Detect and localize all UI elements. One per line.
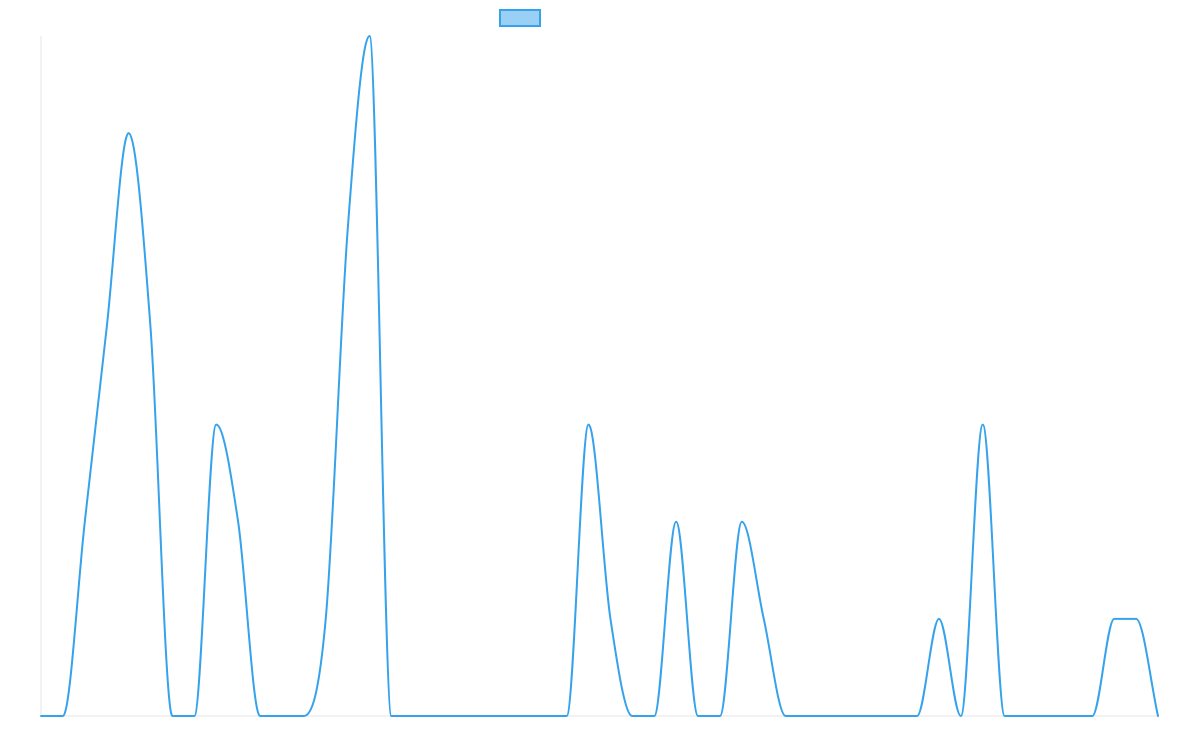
legend[interactable] — [499, 9, 541, 27]
series-line — [40, 35, 1159, 717]
legend-swatch[interactable] — [499, 9, 541, 27]
